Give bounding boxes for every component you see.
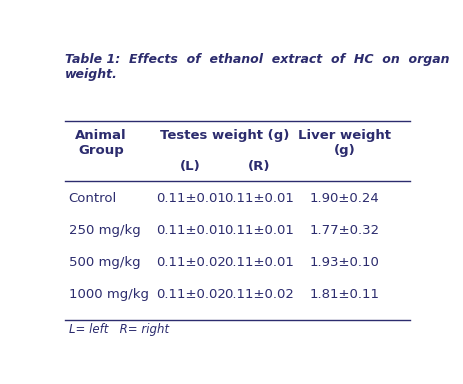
Text: 0.11±0.01: 0.11±0.01 [224, 192, 294, 205]
Text: Table 1:  Effects  of  ethanol  extract  of  HC  on  organ
weight.: Table 1: Effects of ethanol extract of H… [65, 53, 450, 81]
Text: 1000 mg/kg: 1000 mg/kg [69, 288, 149, 301]
Text: 250 mg/kg: 250 mg/kg [69, 224, 140, 237]
Text: 0.11±0.01: 0.11±0.01 [156, 224, 225, 237]
Text: 1.81±0.11: 1.81±0.11 [310, 288, 380, 301]
Text: 500 mg/kg: 500 mg/kg [69, 256, 140, 269]
Text: 0.11±0.02: 0.11±0.02 [156, 256, 225, 269]
Text: 1.90±0.24: 1.90±0.24 [310, 192, 380, 205]
Text: (L): (L) [180, 160, 201, 173]
Text: L= left   R= right: L= left R= right [69, 323, 169, 336]
Text: 0.11±0.01: 0.11±0.01 [156, 192, 225, 205]
Text: 0.11±0.01: 0.11±0.01 [224, 256, 294, 269]
Text: Liver weight
(g): Liver weight (g) [299, 129, 391, 157]
Text: Animal
Group: Animal Group [75, 129, 127, 157]
Text: 1.77±0.32: 1.77±0.32 [310, 224, 380, 237]
Text: Testes weight (g): Testes weight (g) [160, 129, 289, 142]
Text: 0.11±0.02: 0.11±0.02 [156, 288, 225, 301]
Text: 0.11±0.02: 0.11±0.02 [224, 288, 294, 301]
Text: 1.93±0.10: 1.93±0.10 [310, 256, 380, 269]
Text: 0.11±0.01: 0.11±0.01 [224, 224, 294, 237]
Text: Control: Control [69, 192, 117, 205]
Text: (R): (R) [248, 160, 270, 173]
